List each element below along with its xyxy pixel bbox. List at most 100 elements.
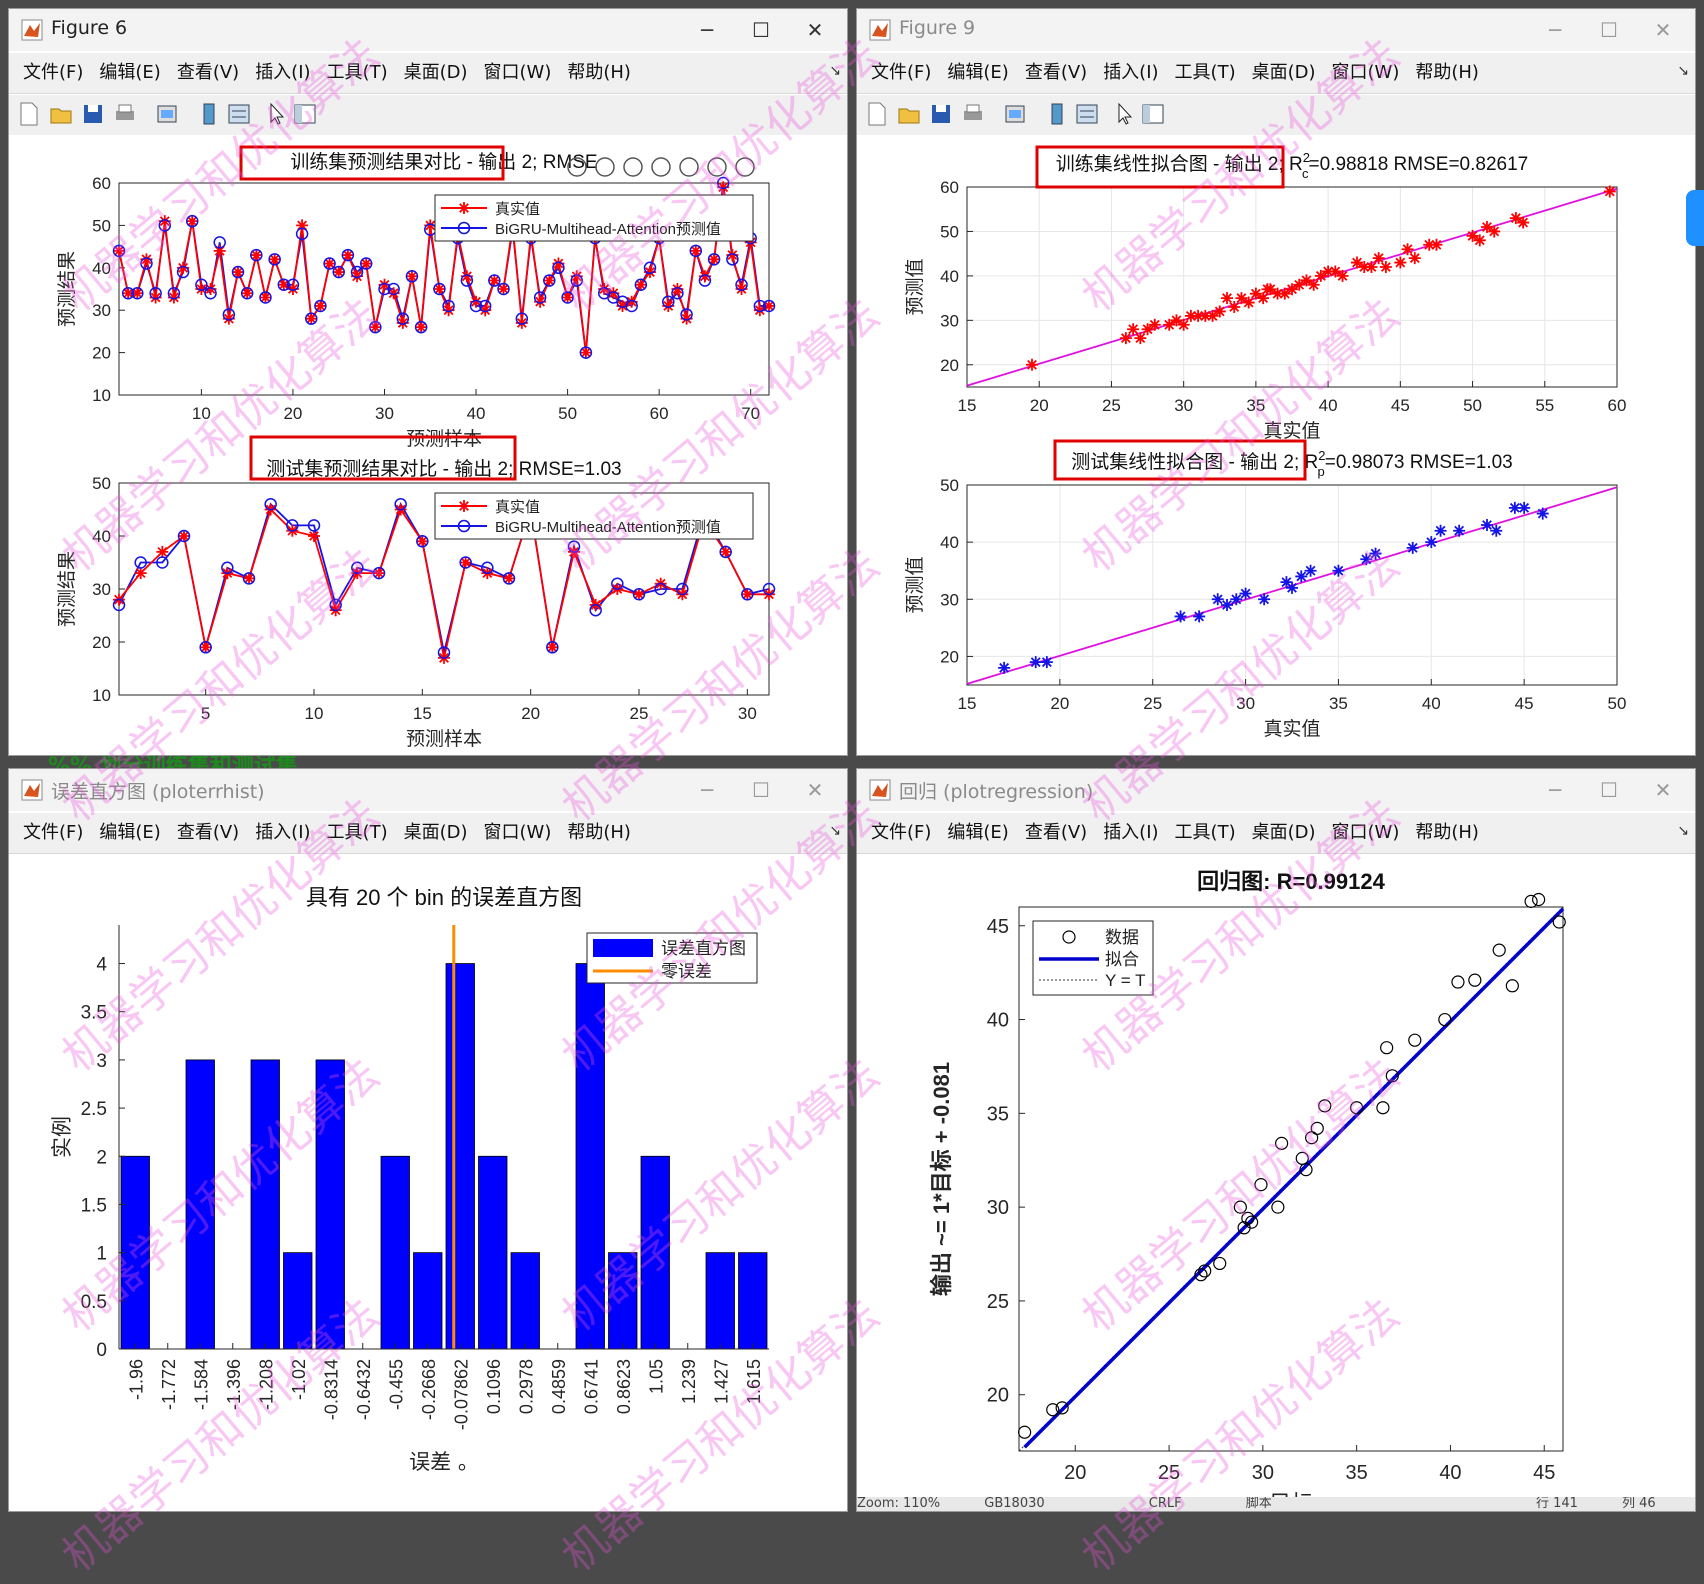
link-plot-icon[interactable] <box>155 101 179 127</box>
menu-expand-icon[interactable]: ↘ <box>1677 823 1689 839</box>
regression-window[interactable]: 回归 (plotregression) ─ ☐ ✕ 文件(F) 编辑(E) 查看(V… <box>856 768 1696 1512</box>
error-histogram-window[interactable]: 误差直方图 (ploterrhist) ─ ☐ ✕ 文件(F) 编辑(E) 查看(V… <box>8 768 848 1512</box>
colorbar-icon[interactable] <box>1045 101 1069 127</box>
menu-edit[interactable]: 编辑(E) <box>947 822 1009 843</box>
maximize-button[interactable]: ☐ <box>1600 778 1618 802</box>
menu-window[interactable]: 窗口(W) <box>1331 62 1400 83</box>
print-icon[interactable] <box>961 101 985 127</box>
menu-edit[interactable]: 编辑(E) <box>947 62 1009 83</box>
minimize-button[interactable]: ─ <box>1548 778 1562 802</box>
histogram-bar <box>250 1059 280 1350</box>
minimize-button[interactable]: ─ <box>700 18 714 42</box>
legend-data-marker <box>1062 930 1076 944</box>
property-inspector-icon[interactable] <box>1141 101 1165 127</box>
minimize-button[interactable]: ─ <box>700 778 714 802</box>
predicted-point <box>643 261 657 275</box>
menu-file[interactable]: 文件(F) <box>871 62 932 83</box>
new-figure-icon[interactable] <box>865 101 889 127</box>
open-folder-icon[interactable] <box>897 101 921 127</box>
figure-9-titlebar[interactable]: Figure 9 ─ ☐ ✕ <box>857 9 1695 51</box>
pointer-icon[interactable] <box>265 101 289 127</box>
actual-point <box>378 278 391 291</box>
legend-icon[interactable] <box>227 101 251 127</box>
menu-file[interactable]: 文件(F) <box>871 822 932 843</box>
side-panel-tab[interactable] <box>1686 190 1704 246</box>
figure-6-titlebar[interactable]: Figure 6 ─ ☐ ✕ <box>9 9 847 51</box>
menu-help[interactable]: 帮助(H) <box>567 822 631 843</box>
new-figure-icon[interactable] <box>17 101 41 127</box>
menu-insert[interactable]: 插入(I) <box>1103 62 1159 83</box>
menu-edit[interactable]: 编辑(E) <box>99 822 161 843</box>
histogram-bar <box>608 1252 638 1350</box>
predicted-point <box>195 278 208 292</box>
train-point <box>1365 261 1378 273</box>
actual-point <box>277 278 290 291</box>
link-plot-icon[interactable] <box>1003 101 1027 127</box>
menu-view[interactable]: 查看(V) <box>176 62 240 83</box>
menu-tools[interactable]: 工具(T) <box>1174 822 1236 843</box>
menu-tools[interactable]: 工具(T) <box>326 822 388 843</box>
regression-titlebar[interactable]: 回归 (plotregression) ─ ☐ ✕ <box>857 769 1695 811</box>
menu-file[interactable]: 文件(F) <box>23 822 84 843</box>
menu-view[interactable]: 查看(V) <box>1024 822 1088 843</box>
menu-file[interactable]: 文件(F) <box>23 62 84 83</box>
menu-view[interactable]: 查看(V) <box>176 822 240 843</box>
test-point <box>1490 524 1503 537</box>
menu-insert[interactable]: 插入(I) <box>255 62 311 83</box>
menu-insert[interactable]: 插入(I) <box>1103 822 1159 843</box>
close-button[interactable]: ✕ <box>1654 18 1672 42</box>
close-button[interactable]: ✕ <box>806 18 824 42</box>
test-point <box>1040 656 1053 669</box>
close-button[interactable]: ✕ <box>1654 778 1672 802</box>
minimize-button[interactable]: ─ <box>1548 18 1562 42</box>
pointer-icon[interactable] <box>1113 101 1137 127</box>
menu-desktop[interactable]: 桌面(D) <box>1251 62 1316 83</box>
brush-icon[interactable] <box>595 157 615 177</box>
menu-help[interactable]: 帮助(H) <box>1415 62 1479 83</box>
maximize-button[interactable]: ☐ <box>752 18 770 42</box>
menu-help[interactable]: 帮助(H) <box>1415 822 1479 843</box>
menu-expand-icon[interactable]: ↘ <box>829 823 841 839</box>
data-point <box>1018 1425 1032 1439</box>
figure-9-window[interactable]: Figure 9 ─ ☐ ✕ 文件(F) 编辑(E) 查看(V) 插入(I) 工具(T)… <box>856 8 1696 756</box>
train-point <box>1322 265 1335 278</box>
close-button[interactable]: ✕ <box>806 778 824 802</box>
menu-desktop[interactable]: 桌面(D) <box>1251 822 1316 843</box>
zoom-in-icon[interactable] <box>679 157 699 177</box>
save-icon[interactable] <box>929 101 953 127</box>
figure-6-window[interactable]: Figure 6 ─ ☐ ✕ 文件(F) 编辑(E) 查看(V) 插入(I) 工具(T)… <box>8 8 848 756</box>
legend-box <box>434 194 754 242</box>
print-icon[interactable] <box>113 101 137 127</box>
menu-tools[interactable]: 工具(T) <box>326 62 388 83</box>
menu-edit[interactable]: 编辑(E) <box>99 62 161 83</box>
menu-expand-icon[interactable]: ↘ <box>829 63 841 79</box>
maximize-button[interactable]: ☐ <box>752 778 770 802</box>
legend-box <box>434 492 754 540</box>
menu-tools[interactable]: 工具(T) <box>1174 62 1236 83</box>
train-point <box>1249 287 1262 300</box>
title-main: 训练集线性拟合图 - 输出 2; R <box>1056 153 1303 175</box>
menu-help[interactable]: 帮助(H) <box>567 62 631 83</box>
home-icon[interactable] <box>735 157 755 177</box>
menu-desktop[interactable]: 桌面(D) <box>403 62 468 83</box>
menu-window[interactable]: 窗口(W) <box>483 822 552 843</box>
open-folder-icon[interactable] <box>49 101 73 127</box>
pan-icon[interactable] <box>651 157 671 177</box>
menu-desktop[interactable]: 桌面(D) <box>403 822 468 843</box>
legend-icon[interactable] <box>1075 101 1099 127</box>
maximize-button[interactable]: ☐ <box>1600 18 1618 42</box>
property-inspector-icon[interactable] <box>293 101 317 127</box>
menu-window[interactable]: 窗口(W) <box>483 62 552 83</box>
menu-expand-icon[interactable]: ↘ <box>1677 63 1689 79</box>
histogram-titlebar[interactable]: 误差直方图 (ploterrhist) ─ ☐ ✕ <box>9 769 847 811</box>
menu-window[interactable]: 窗口(W) <box>1331 822 1400 843</box>
menu-insert[interactable]: 插入(I) <box>255 822 311 843</box>
menu-view[interactable]: 查看(V) <box>1024 62 1088 83</box>
zoom-out-icon[interactable] <box>707 157 727 177</box>
save-icon[interactable] <box>81 101 105 127</box>
colorbar-icon[interactable] <box>197 101 221 127</box>
datatip-icon[interactable] <box>623 157 643 177</box>
export-icon[interactable] <box>567 157 587 177</box>
predicted-point <box>433 282 446 296</box>
train-point <box>1401 243 1414 256</box>
